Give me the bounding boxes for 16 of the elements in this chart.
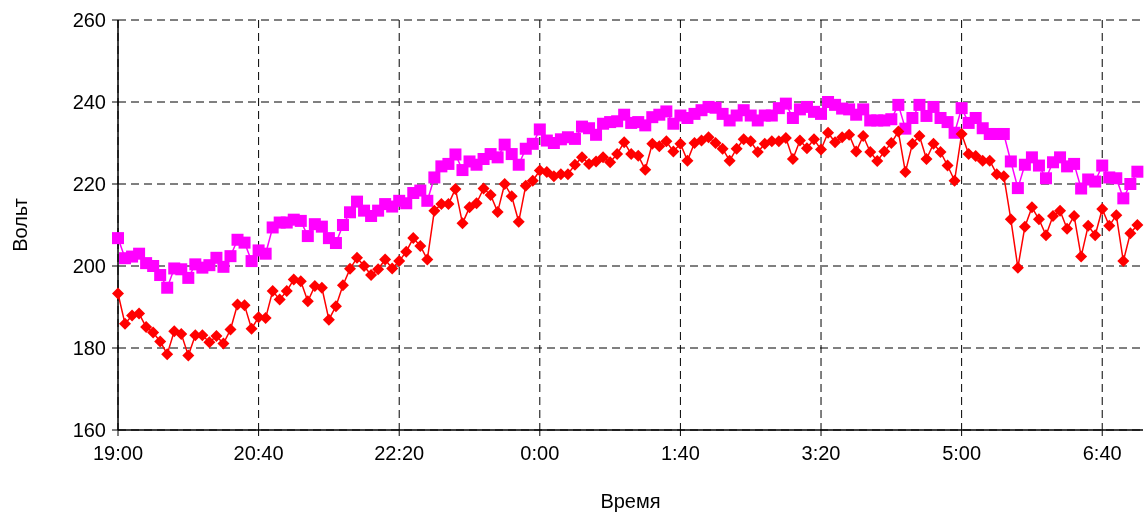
y-tick-label: 240 bbox=[72, 91, 106, 113]
y-tick-label: 160 bbox=[72, 419, 106, 441]
y-tick-label: 200 bbox=[72, 255, 106, 277]
x-tick-label: 6:40 bbox=[1082, 442, 1122, 464]
y-axis-title: Вольт bbox=[9, 198, 31, 252]
x-tick-label: 1:40 bbox=[660, 442, 700, 464]
y-tick-label: 180 bbox=[72, 337, 106, 359]
x-tick-label: 0:00 bbox=[520, 442, 560, 464]
x-tick-label: 22:20 bbox=[374, 442, 425, 464]
x-tick-label: 20:40 bbox=[233, 442, 284, 464]
x-tick-label: 19:00 bbox=[92, 442, 144, 464]
x-axis-title: Время bbox=[600, 490, 661, 512]
x-tick-label: 5:00 bbox=[942, 442, 982, 464]
y-tick-label: 220 bbox=[72, 173, 106, 195]
y-tick-label: 260 bbox=[72, 9, 106, 31]
x-tick-label: 3:20 bbox=[801, 442, 841, 464]
